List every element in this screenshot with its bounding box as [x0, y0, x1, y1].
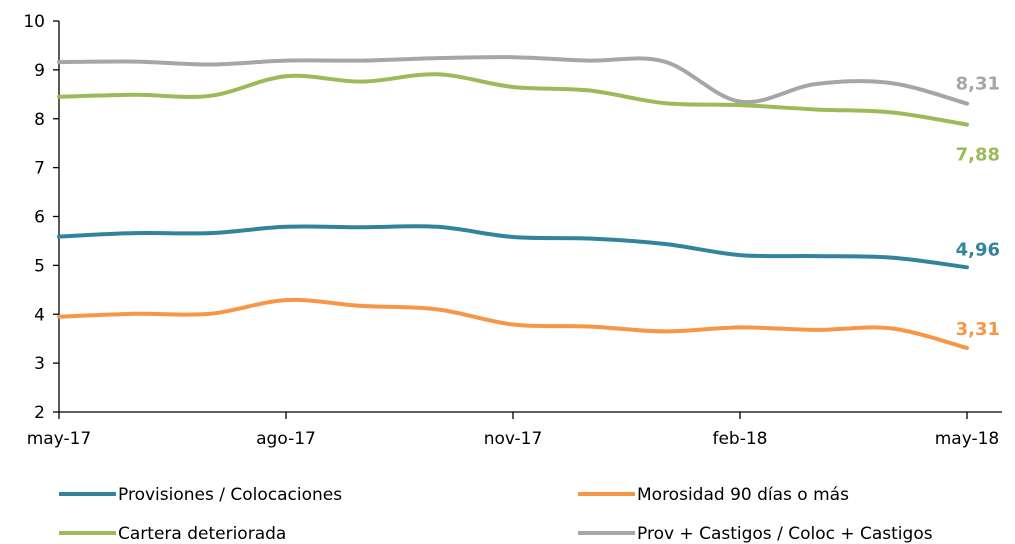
legend-label: Morosidad 90 días o más	[637, 485, 849, 505]
y-tick-label: 2	[34, 403, 45, 423]
y-tick-label: 6	[34, 208, 45, 228]
series-line-cartera-deteriorada	[57, 72, 969, 127]
end-label-prov-castigos-coloc-castigos: 8,31	[956, 74, 1000, 95]
chart-series	[57, 55, 969, 350]
chart-axes: 2 3 4 5 6 7 8 9 10 may-17 ago-17 nov-17 feb-18 may-18	[23, 12, 1002, 449]
end-label-morosidad-90-dias-o-mas: 3,31	[956, 319, 1000, 340]
series-end-labels: 4,96 3,31 7,88 8,31	[956, 74, 1000, 340]
end-label-cartera-deteriorada: 7,88	[956, 145, 1000, 166]
legend-item-cartera-deteriorada: Cartera deteriorada	[59, 524, 286, 544]
x-tick-label: may-17	[27, 429, 92, 449]
legend-item-prov-castigos-coloc-castigos: Prov + Castigos / Coloc + Castigos	[578, 524, 933, 544]
legend-label: Provisiones / Colocaciones	[118, 485, 342, 505]
series-line-provisiones-colocaciones	[57, 224, 969, 270]
y-tick-label: 7	[34, 159, 45, 179]
y-tick-label: 5	[34, 256, 45, 276]
y-tick-label: 9	[34, 61, 45, 81]
chart-legend: Provisiones / Colocaciones Morosidad 90 d…	[59, 485, 933, 544]
series-line-prov-castigos-coloc-castigos	[57, 55, 969, 106]
x-tick-label: ago-17	[256, 429, 316, 449]
x-tick-label: nov-17	[484, 429, 543, 449]
y-tick-label: 8	[34, 110, 45, 130]
y-tick-label: 3	[34, 354, 45, 374]
legend-item-morosidad-90-dias-o-mas: Morosidad 90 días o más	[578, 485, 849, 505]
x-tick-label: may-18	[935, 429, 1000, 449]
y-tick-label: 4	[34, 305, 45, 325]
series-line-morosidad-90-dias-o-mas	[57, 297, 969, 350]
legend-label: Prov + Castigos / Coloc + Castigos	[637, 524, 933, 544]
legend-item-provisiones-colocaciones: Provisiones / Colocaciones	[59, 485, 342, 505]
y-tick-label: 10	[23, 12, 45, 32]
x-tick-label: feb-18	[712, 429, 767, 449]
end-label-provisiones-colocaciones: 4,96	[956, 239, 1000, 260]
legend-label: Cartera deteriorada	[118, 524, 286, 544]
